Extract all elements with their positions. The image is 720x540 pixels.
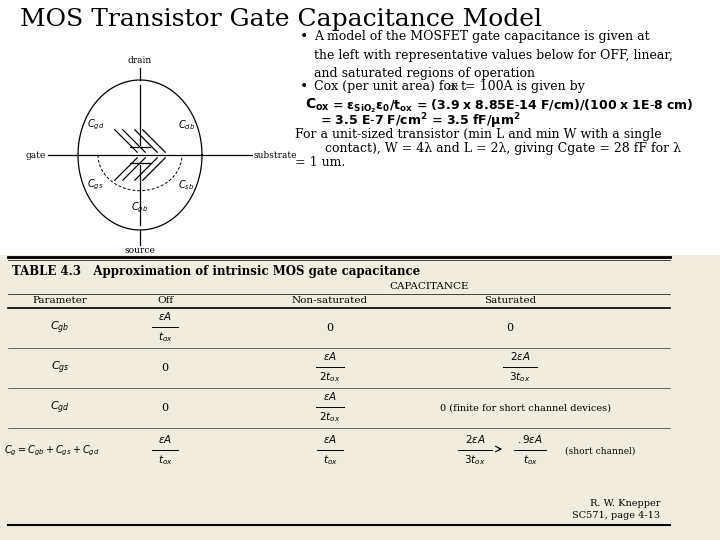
Text: $t_{ox}$: $t_{ox}$ <box>158 453 172 467</box>
Text: $2t_{ox}$: $2t_{ox}$ <box>319 410 341 424</box>
Text: $.9\varepsilon A$: $.9\varepsilon A$ <box>517 433 543 445</box>
Text: $3t_{ox}$: $3t_{ox}$ <box>509 370 531 384</box>
Text: $t_{ox}$: $t_{ox}$ <box>158 330 172 344</box>
Text: $2t_{ox}$: $2t_{ox}$ <box>319 370 341 384</box>
Text: $C_{db}$: $C_{db}$ <box>178 118 195 132</box>
Text: $\varepsilon A$: $\varepsilon A$ <box>158 310 172 322</box>
Text: •: • <box>300 80 308 94</box>
Text: gate: gate <box>26 151 46 159</box>
Text: Off: Off <box>157 296 173 305</box>
Bar <box>0 0 720 255</box>
Text: source: source <box>125 246 156 255</box>
Text: R. W. Knepper
SC571, page 4-13: R. W. Knepper SC571, page 4-13 <box>572 499 660 520</box>
Text: contact), W = 4λ and L = 2λ, giving Cgate = 28 fF for λ: contact), W = 4λ and L = 2λ, giving Cgat… <box>325 142 681 155</box>
Text: = $\mathbf{3.5\ E\text{-}7\ F/cm^2}$ = $\mathbf{3.5\ fF/\mu m^2}$: = $\mathbf{3.5\ E\text{-}7\ F/cm^2}$ = $… <box>320 111 521 131</box>
Text: = 1 um.: = 1 um. <box>295 156 346 169</box>
Text: Parameter: Parameter <box>32 296 87 305</box>
Text: substrate: substrate <box>254 151 297 159</box>
Text: $3t_{ox}$: $3t_{ox}$ <box>464 453 486 467</box>
Text: $\varepsilon A$: $\varepsilon A$ <box>158 433 172 445</box>
Text: MOS Transistor Gate Capacitance Model: MOS Transistor Gate Capacitance Model <box>20 8 542 31</box>
Text: $C_g = C_{gb} + C_{gs} + C_{gd}$: $C_g = C_{gb} + C_{gs} + C_{gd}$ <box>4 444 100 458</box>
Text: = 100A is given by: = 100A is given by <box>461 80 585 93</box>
Text: $t_{ox}$: $t_{ox}$ <box>323 453 338 467</box>
Text: drain: drain <box>128 56 152 65</box>
Text: 0 (finite for short channel devices): 0 (finite for short channel devices) <box>439 403 611 413</box>
Text: $C_{gb}$: $C_{gb}$ <box>50 320 70 336</box>
Text: ox: ox <box>448 84 459 92</box>
Text: A model of the MOSFET gate capacitance is given at
the left with representative : A model of the MOSFET gate capacitance i… <box>314 30 673 80</box>
Text: $C_{gd}$: $C_{gd}$ <box>86 118 104 132</box>
Text: •: • <box>300 30 308 44</box>
Text: $C_{gd}$: $C_{gd}$ <box>50 400 70 416</box>
Bar <box>0 255 720 540</box>
Text: 0: 0 <box>326 323 333 333</box>
Text: For a unit-sized transistor (min L and min W with a single: For a unit-sized transistor (min L and m… <box>295 128 662 141</box>
Text: $\varepsilon A$: $\varepsilon A$ <box>323 390 337 402</box>
Text: = $\mathbf{\varepsilon_{SiO_2}\varepsilon_0/t_{ox}}$ = $\mathbf{(3.9\ x\ 8.85E\t: = $\mathbf{\varepsilon_{SiO_2}\varepsilo… <box>332 97 693 114</box>
Text: 0: 0 <box>161 403 168 413</box>
Text: $C_{gs}$: $C_{gs}$ <box>50 360 69 376</box>
Text: $\varepsilon A$: $\varepsilon A$ <box>323 433 337 445</box>
Text: $2\varepsilon A$: $2\varepsilon A$ <box>510 350 531 362</box>
Text: Saturated: Saturated <box>484 296 536 305</box>
Text: $C_{gb}$: $C_{gb}$ <box>132 201 148 215</box>
Text: Cox (per unit area) for t: Cox (per unit area) for t <box>314 80 466 93</box>
Text: $C_{sb}$: $C_{sb}$ <box>178 178 194 192</box>
Text: 0: 0 <box>506 323 513 333</box>
Text: $2\varepsilon A$: $2\varepsilon A$ <box>464 433 485 445</box>
Text: $C_{gs}$: $C_{gs}$ <box>88 178 104 192</box>
Text: $\varepsilon A$: $\varepsilon A$ <box>323 350 337 362</box>
Text: (short channel): (short channel) <box>565 447 635 456</box>
Text: 0: 0 <box>161 363 168 373</box>
Text: $t_{ox}$: $t_{ox}$ <box>523 453 537 467</box>
Text: $\mathbf{C_{ox}}$: $\mathbf{C_{ox}}$ <box>305 97 330 113</box>
Text: Non-saturated: Non-saturated <box>292 296 368 305</box>
Text: TABLE 4.3   Approximation of intrinsic MOS gate capacitance: TABLE 4.3 Approximation of intrinsic MOS… <box>12 265 420 278</box>
Text: CAPACITANCE: CAPACITANCE <box>390 282 469 291</box>
